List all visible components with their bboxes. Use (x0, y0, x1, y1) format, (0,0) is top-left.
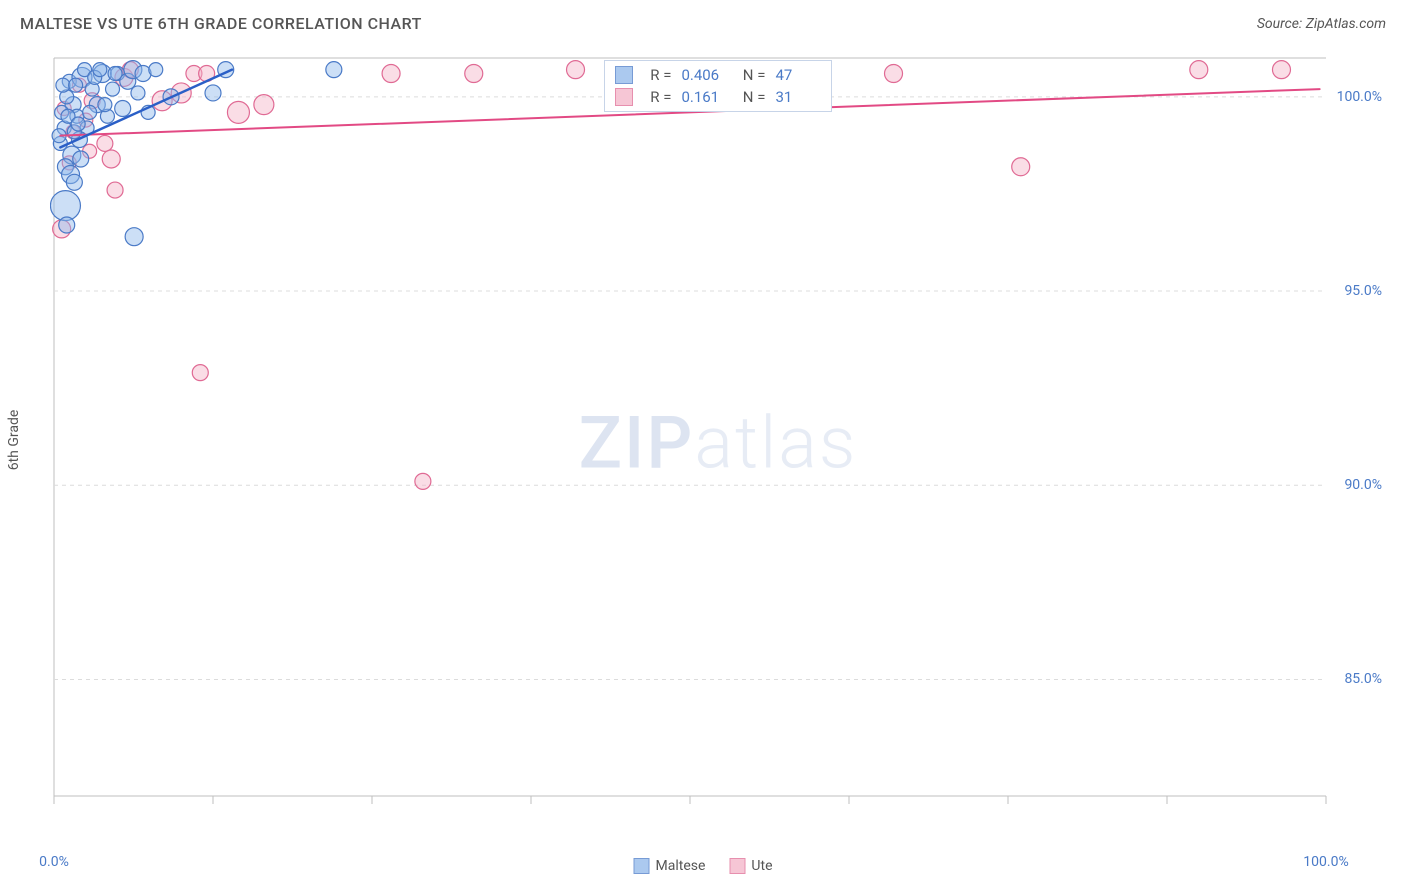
y-tick-label: 90.0% (1344, 477, 1382, 493)
correlation-stats-box: R =0.406N =47R =0.161N =31 (604, 60, 832, 112)
legend-swatch (634, 858, 650, 874)
y-axis-label: 6th Grade (6, 410, 22, 471)
stats-swatch (615, 66, 633, 84)
y-tick-label: 95.0% (1344, 283, 1382, 299)
x-tick-label: 0.0% (39, 854, 69, 870)
legend-item-ute: Ute (729, 858, 772, 874)
chart-container: R =0.406N =47R =0.161N =31 ZIPatlas 85.0… (50, 54, 1386, 832)
source-label: Source: ZipAtlas.com (1257, 16, 1386, 32)
x-tick-label: 100.0% (1303, 854, 1348, 870)
y-tick-label: 85.0% (1344, 671, 1382, 687)
scatter-plot (50, 54, 1386, 832)
stats-swatch (615, 88, 633, 106)
stats-row-maltese: R =0.406N =47 (605, 64, 831, 86)
legend-label: Ute (751, 858, 772, 874)
stats-row-ute: R =0.161N =31 (605, 86, 831, 108)
chart-header: MALTESE VS UTE 6TH GRADE CORRELATION CHA… (0, 0, 1406, 43)
series-ute (53, 61, 1291, 490)
legend-swatch (729, 858, 745, 874)
legend-label: Maltese (656, 858, 706, 874)
legend-item-maltese: Maltese (634, 858, 706, 874)
y-tick-label: 100.0% (1337, 89, 1382, 105)
chart-title: MALTESE VS UTE 6TH GRADE CORRELATION CHA… (20, 14, 422, 33)
series-legend: Maltese Ute (634, 858, 773, 874)
